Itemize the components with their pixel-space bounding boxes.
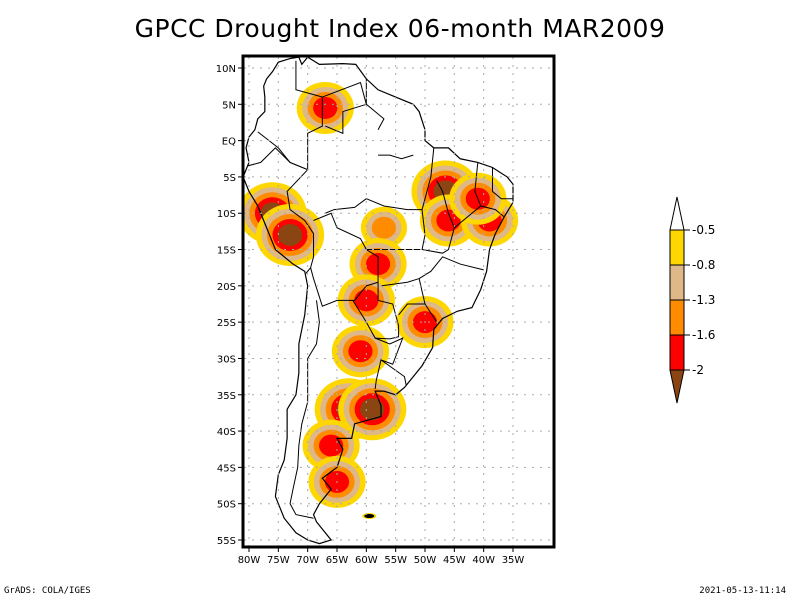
drought-region bbox=[331, 325, 390, 378]
timestamp: 2021-05-13-11:14 bbox=[699, 586, 786, 596]
x-tick-label: 75W bbox=[267, 555, 290, 566]
falklands-islands bbox=[364, 514, 375, 519]
x-tick-label: 35W bbox=[502, 555, 525, 566]
y-tick-label: 50S bbox=[217, 500, 236, 511]
map-title: GPCC Drought Index 06-month MAR2009 bbox=[134, 14, 666, 43]
colorbar-segment bbox=[669, 229, 685, 266]
country-border bbox=[424, 303, 438, 323]
y-tick-label: 10N bbox=[216, 64, 236, 75]
y-tick-label: 15S bbox=[217, 246, 236, 257]
country-border bbox=[325, 198, 367, 214]
y-tick-label: 35S bbox=[217, 391, 236, 402]
drought-blob bbox=[285, 231, 296, 240]
drought-blob bbox=[367, 405, 378, 414]
x-tick-label: 40W bbox=[472, 555, 495, 566]
drought-blob bbox=[371, 216, 397, 239]
colorbar-legend: -0.5 -0.8 -1.3 -1.6 -2 bbox=[669, 196, 715, 404]
x-tick-label: 80W bbox=[238, 555, 261, 566]
y-tick-label: 30S bbox=[217, 354, 236, 365]
colorbar-segment bbox=[669, 334, 685, 371]
y-tick-label: 10S bbox=[217, 209, 236, 220]
country-border bbox=[378, 154, 414, 160]
y-tick-label: EQ bbox=[222, 137, 236, 148]
country-border bbox=[247, 147, 315, 274]
colorbar-label: -1.3 bbox=[692, 293, 715, 307]
drought-blob bbox=[313, 96, 338, 119]
country-border bbox=[365, 78, 385, 130]
y-tick-label: 5N bbox=[222, 100, 236, 111]
x-tick-label: 70W bbox=[296, 555, 319, 566]
grid-layer bbox=[244, 57, 553, 546]
country-border bbox=[374, 337, 404, 390]
country-border bbox=[380, 359, 407, 386]
country-border bbox=[491, 167, 513, 200]
x-tick-label: 45W bbox=[443, 555, 466, 566]
drought-blob bbox=[319, 434, 344, 457]
y-tick-label: 20S bbox=[217, 282, 236, 293]
x-axis: 80W 75W 70W 65W 60W 55W 50W 45W 40W 35W bbox=[238, 547, 525, 566]
colorbar-label: -0.5 bbox=[692, 223, 715, 237]
drought-region bbox=[255, 204, 325, 267]
country-border bbox=[322, 81, 367, 135]
colorbar-label: -0.8 bbox=[692, 258, 715, 272]
y-tick-label: 45S bbox=[217, 463, 236, 474]
country-border bbox=[366, 198, 426, 250]
coastline bbox=[243, 56, 514, 545]
x-tick-label: 65W bbox=[326, 555, 349, 566]
colorbar-segment bbox=[669, 264, 685, 301]
country-border bbox=[380, 277, 426, 316]
plot-frame bbox=[241, 54, 556, 549]
drought-region bbox=[296, 81, 354, 134]
y-tick-label: 40S bbox=[217, 427, 236, 438]
colorbar-label: -1.6 bbox=[692, 328, 715, 342]
country-border bbox=[289, 300, 320, 519]
y-axis: 10N 5N EQ 5S 10S 15S 20S 25S 30S 35S 40S 45S 50S 55S bbox=[216, 64, 243, 547]
country-border bbox=[418, 256, 484, 280]
y-tick-label: 25S bbox=[217, 318, 236, 329]
country-border bbox=[474, 162, 482, 207]
drought-blob bbox=[348, 340, 373, 363]
colorbar-segment bbox=[669, 299, 685, 336]
x-tick-label: 50W bbox=[414, 555, 437, 566]
country-border bbox=[257, 60, 323, 171]
colorbar-label: -2 bbox=[692, 363, 704, 377]
country-border bbox=[421, 147, 435, 210]
colorbar-top-arrow bbox=[669, 196, 685, 231]
drought-blob bbox=[354, 289, 379, 312]
x-tick-label: 55W bbox=[384, 555, 407, 566]
country-border bbox=[352, 282, 400, 340]
x-tick-label: 60W bbox=[355, 555, 378, 566]
coastline-layer bbox=[243, 56, 514, 545]
y-tick-label: 55S bbox=[217, 536, 236, 547]
colorbar-bottom-arrow bbox=[669, 369, 685, 404]
y-tick-label: 5S bbox=[223, 173, 236, 184]
grads-credit: GrADS: COLA/IGES bbox=[4, 586, 91, 596]
